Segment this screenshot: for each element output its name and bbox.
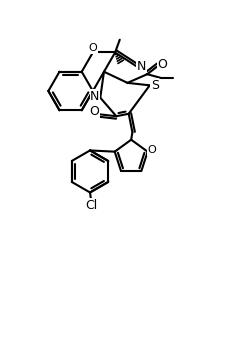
Text: S: S — [151, 79, 159, 92]
Text: O: O — [157, 58, 167, 71]
Text: Cl: Cl — [85, 199, 97, 212]
Text: O: O — [90, 105, 100, 118]
Text: N: N — [137, 59, 146, 73]
Text: N: N — [90, 90, 100, 103]
Text: O: O — [88, 43, 97, 53]
Text: O: O — [148, 145, 156, 156]
